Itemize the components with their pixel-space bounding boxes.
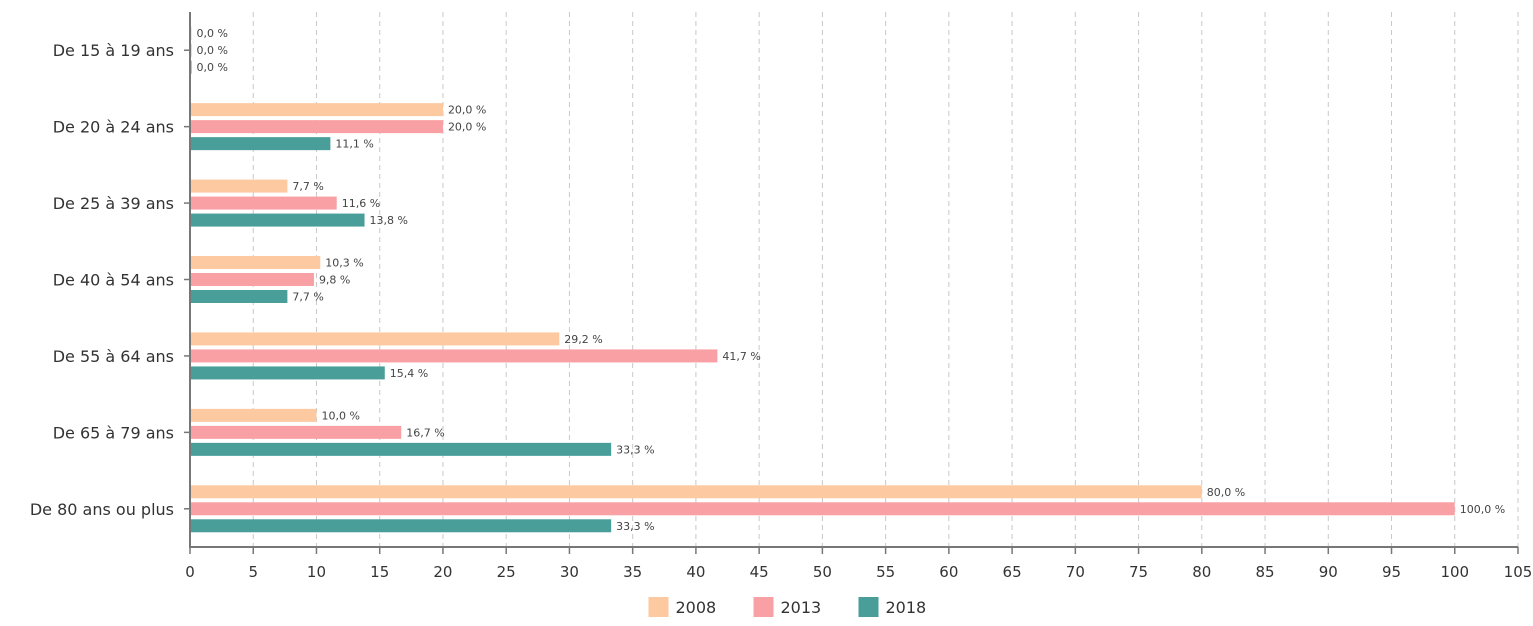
x-tick-label: 30 [560,563,579,581]
data-label: 20,0 % [448,121,486,134]
data-label: 13,8 % [370,214,408,227]
x-tick-label: 25 [497,563,516,581]
x-tick-label: 100 [1440,563,1469,581]
data-label: 10,3 % [325,257,363,270]
data-label: 0,0 % [197,27,228,40]
data-label: 80,0 % [1207,486,1245,499]
x-tick-label: 80 [1192,563,1211,581]
data-label: 41,7 % [722,350,760,363]
bar-2018 [190,442,612,456]
legend-swatch-2018 [858,597,879,617]
bar-2008 [190,332,560,346]
data-label: 33,3 % [616,443,654,456]
category-label: De 55 à 64 ans [53,347,174,366]
bar-2018 [190,213,365,227]
x-tick-label: 35 [623,563,642,581]
bar-2013 [190,120,443,134]
bar-2018 [190,290,288,303]
x-tick-label: 45 [750,563,769,581]
bar-2018 [190,137,331,151]
x-tick-label: 85 [1256,563,1275,581]
bar-2018 [190,366,385,380]
category-label: De 40 à 54 ans [53,271,174,290]
data-label: 16,7 % [406,426,444,439]
data-label: 11,1 % [335,138,373,151]
x-tick-label: 75 [1129,563,1148,581]
category-label: De 80 ans ou plus [30,500,174,519]
x-tick-label: 60 [939,563,958,581]
x-tick-label: 10 [307,563,326,581]
x-tick-label: 95 [1382,563,1401,581]
legend-swatch-2008 [648,597,669,617]
bar-2013 [190,349,718,363]
data-label: 100,0 % [1460,503,1505,516]
data-label: 11,6 % [342,197,380,210]
x-tick-label: 15 [370,563,389,581]
legend-label-2013: 2013 [781,598,822,617]
data-label: 9,8 % [319,274,350,287]
x-tick-label: 65 [1003,563,1022,581]
x-tick-label: 20 [433,563,452,581]
data-label: 20,0 % [448,104,486,117]
bar-2018 [190,519,612,533]
category-label: De 20 à 24 ans [53,118,174,137]
x-tick-label: 70 [1066,563,1085,581]
data-label: 7,7 % [292,291,323,304]
bar-2013 [190,502,1455,516]
data-label: 15,4 % [390,367,428,380]
data-label: 10,0 % [321,409,359,422]
data-label: 0,0 % [197,61,228,74]
bar-2013 [190,425,402,439]
x-tick-label: 0 [185,563,195,581]
x-tick-label: 5 [248,563,258,581]
x-tick-label: 50 [813,563,832,581]
bar-2008 [190,485,1202,499]
bar-2013 [190,196,337,210]
x-tick-label: 90 [1319,563,1338,581]
data-label: 7,7 % [292,180,323,193]
data-label: 33,3 % [616,520,654,533]
category-label: De 65 à 79 ans [53,423,174,442]
category-label: De 25 à 39 ans [53,194,174,213]
bar-2008 [190,256,321,269]
x-tick-label: 105 [1504,563,1533,581]
x-tick-label: 55 [876,563,895,581]
bar-2013 [190,273,314,286]
data-label: 0,0 % [197,44,228,57]
bar-2008 [190,179,288,193]
legend-label-2008: 2008 [676,598,717,617]
x-tick-label: 40 [686,563,705,581]
bar-2008 [190,408,317,422]
legend-label-2018: 2018 [886,598,927,617]
data-label: 29,2 % [564,333,602,346]
legend-swatch-2013 [753,597,774,617]
category-label: De 15 à 19 ans [53,41,174,60]
bar-2008 [190,103,443,117]
